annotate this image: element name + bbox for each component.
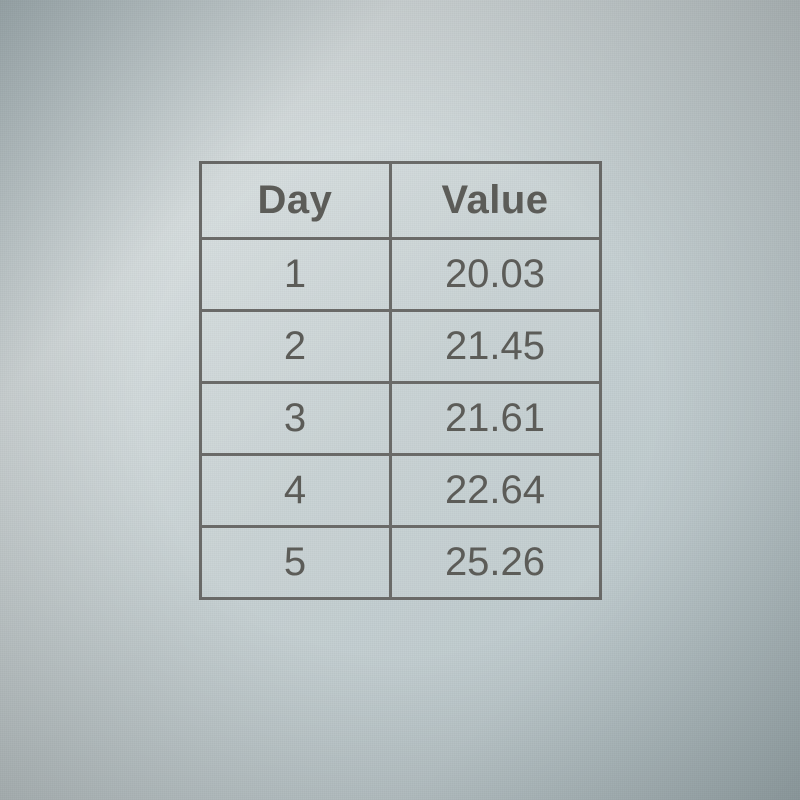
cell-day: 4 [200,454,390,526]
table-row: 2 21.45 [200,310,600,382]
data-table: Day Value 1 20.03 2 21.45 3 21.61 4 22.6… [199,161,602,600]
cell-value: 21.61 [390,382,600,454]
cell-value: 25.26 [390,526,600,598]
table-row: 5 25.26 [200,526,600,598]
table-row: 1 20.03 [200,238,600,310]
data-table-container: Day Value 1 20.03 2 21.45 3 21.61 4 22.6… [199,161,602,600]
cell-day: 3 [200,382,390,454]
cell-day: 5 [200,526,390,598]
cell-day: 2 [200,310,390,382]
table-row: 4 22.64 [200,454,600,526]
column-header-value: Value [390,162,600,238]
cell-value: 20.03 [390,238,600,310]
cell-day: 1 [200,238,390,310]
cell-value: 21.45 [390,310,600,382]
cell-value: 22.64 [390,454,600,526]
table-row: 3 21.61 [200,382,600,454]
column-header-day: Day [200,162,390,238]
table-header-row: Day Value [200,162,600,238]
